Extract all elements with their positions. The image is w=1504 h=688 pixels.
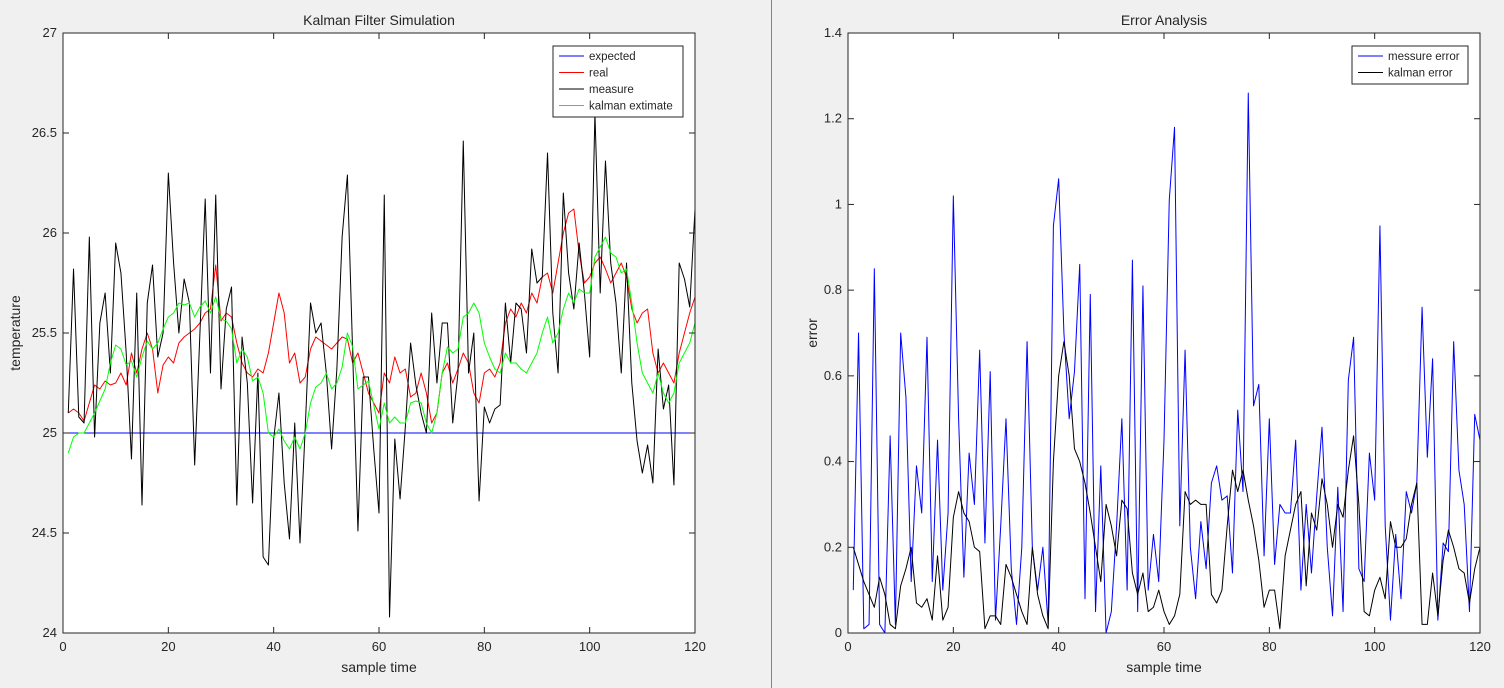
chart-title: Kalman Filter Simulation [303,12,455,28]
y-tick-label: 0.8 [824,282,842,297]
x-tick-label: 100 [1364,639,1386,654]
series-line-kalman-error [852,341,1480,630]
x-tick-label: 80 [477,639,491,654]
y-tick-label: 25 [43,425,57,440]
series-line-real [67,208,695,424]
series-line-kalman-extimate [67,236,695,454]
x-tick-label: 40 [266,639,280,654]
y-tick-label: 1.4 [824,25,842,40]
series-group [852,92,1480,633]
y-tick-label: 1 [835,196,842,211]
x-tick-label: 40 [1051,639,1065,654]
y-tick-label: 24.5 [32,525,57,540]
x-tick-label: 120 [684,639,706,654]
y-tick-label: 26.5 [32,125,57,140]
panel-divider [771,0,772,688]
y-tick-label: 26 [43,225,57,240]
series-line-messure-error [852,92,1480,633]
y-tick-label: 25.5 [32,325,57,340]
y-tick-label: 1.2 [824,111,842,126]
x-tick-label: 100 [579,639,601,654]
legend-entry-measure: measure [589,84,634,96]
x-axis-label: sample time [1126,659,1202,675]
y-axis-label: error [804,318,820,348]
legend: expected real measure kalman extimate [552,45,684,118]
legend-box [1351,45,1469,85]
legend-entry-kalman-extimate: kalman extimate [589,101,673,113]
legend-entry-messure-error: messure error [1388,51,1460,63]
plot-area [63,33,695,633]
x-tick-label: 60 [372,639,386,654]
chart-title: Error Analysis [1121,12,1207,28]
x-tick-label: 0 [844,639,851,654]
x-tick-label: 120 [1469,639,1491,654]
legend-entry-expected: expected [589,51,636,63]
y-tick-label: 24 [43,625,57,640]
y-axis-label: temperature [7,295,23,371]
legend: messure error kalman error [1351,45,1469,85]
x-tick-label: 20 [161,639,175,654]
x-tick-label: 0 [59,639,66,654]
legend-entry-kalman-error: kalman error [1388,68,1453,80]
legend-entry-real: real [589,68,608,80]
y-tick-label: 27 [43,25,57,40]
y-tick-label: 0.6 [824,368,842,383]
x-axis-label: sample time [341,659,417,675]
x-tick-label: 60 [1157,639,1171,654]
chart-error-analysis: Error Analysis 0 20 40 60 80 100 120 0 0.2 0.4 0.6 0… [804,12,1491,675]
y-tick-label: 0.2 [824,539,842,554]
y-tick-label: 0.4 [824,454,842,469]
x-tick-label: 80 [1262,639,1276,654]
x-tick-label: 20 [946,639,960,654]
y-tick-label: 0 [835,625,842,640]
plot-area [848,33,1480,633]
chart-kalman-filter-simulation: Kalman Filter Simulation 0 20 40 60 80 100 120 2… [7,12,706,675]
